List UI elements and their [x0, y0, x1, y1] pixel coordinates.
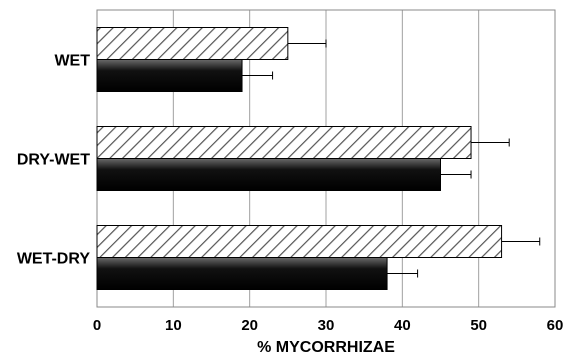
hatched-bar	[96, 225, 503, 258]
x-tick-label: 0	[93, 317, 101, 334]
category-label: DRY-WET	[17, 152, 90, 169]
solid-bar	[96, 59, 243, 92]
x-tick-label: 40	[394, 317, 411, 334]
x-tick-label: 10	[165, 317, 182, 334]
x-tick-label: 30	[318, 317, 335, 334]
x-tick-label: 60	[547, 317, 564, 334]
category-labels: WET DRY-WET WET-DRY	[17, 53, 91, 268]
x-tick-label: 50	[470, 317, 487, 334]
hatched-bar	[96, 27, 289, 60]
solid-bar	[96, 158, 441, 191]
x-tick-labels: 0 10 20 30 40 50 60	[93, 317, 564, 334]
x-axis-title: % MYCORRHIZAE	[257, 339, 395, 356]
category-label: WET-DRY	[17, 251, 91, 268]
bars	[96, 27, 503, 290]
x-tick-label: 20	[241, 317, 258, 334]
category-label: WET	[54, 53, 90, 70]
hatched-bar	[96, 126, 472, 159]
error-bars	[242, 39, 541, 278]
solid-bar	[96, 257, 388, 290]
